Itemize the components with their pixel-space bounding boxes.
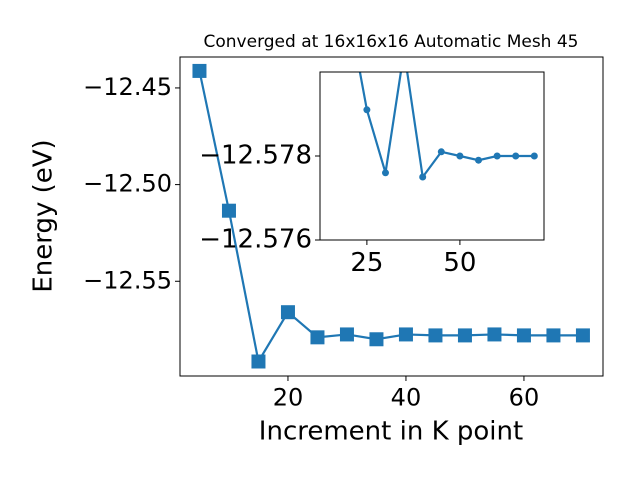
data-point <box>546 328 561 343</box>
data-point <box>398 327 413 342</box>
data-point <box>428 328 443 343</box>
x-axis-label: Increment in K point <box>259 417 523 447</box>
data-point <box>456 152 464 160</box>
y-axis-label: Energy (eV) <box>29 139 59 292</box>
chart-title: Converged at 16x16x16 Automatic Mesh 45 <box>204 32 579 52</box>
x-tick-label: 50 <box>443 248 476 278</box>
data-point <box>512 152 520 160</box>
data-point <box>221 203 236 218</box>
data-point <box>457 328 472 343</box>
data-point <box>369 332 384 347</box>
y-tick-label: −12.50 <box>83 170 172 198</box>
data-point <box>345 6 352 13</box>
plot-area <box>192 63 590 369</box>
x-tick-label: 20 <box>273 383 304 411</box>
data-point <box>516 328 531 343</box>
y-tick-label: −12.576 <box>199 225 312 255</box>
data-point <box>475 156 483 164</box>
y-tick-label: −12.55 <box>83 266 172 294</box>
data-point <box>280 305 295 320</box>
plot-area <box>345 6 538 181</box>
data-point <box>575 328 590 343</box>
data-point <box>419 173 427 181</box>
x-tick-label: 25 <box>350 248 383 278</box>
x-tick-label: 60 <box>509 383 540 411</box>
x-tick-label: 40 <box>391 383 422 411</box>
data-point <box>487 327 502 342</box>
data-point <box>363 106 371 114</box>
data-point <box>339 327 354 342</box>
data-point <box>310 330 325 345</box>
y-tick-label: −12.45 <box>83 73 172 101</box>
data-point <box>493 152 501 160</box>
data-point <box>437 148 445 156</box>
y-tick-label: −12.578 <box>199 141 312 171</box>
data-point <box>530 152 538 160</box>
data-point <box>381 169 389 177</box>
axes-frame <box>319 71 545 241</box>
axes-frame <box>179 56 604 377</box>
data-point <box>192 63 207 78</box>
data-point <box>251 354 266 369</box>
